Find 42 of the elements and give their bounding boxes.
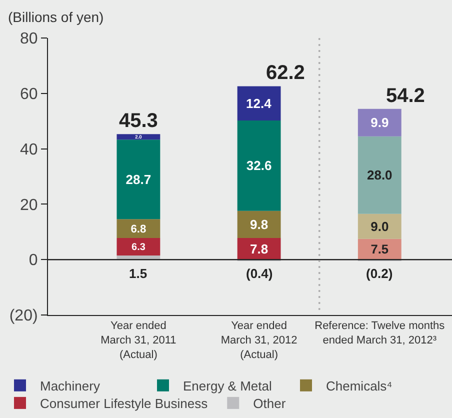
y-axis-title: (Billions of yen) xyxy=(8,9,104,25)
y-tick-label: 80 xyxy=(20,30,38,48)
legend-label: Chemicals⁴ xyxy=(326,378,392,394)
bar xyxy=(237,210,281,238)
total-label: 54.2 xyxy=(386,85,425,107)
y-tick-label: 40 xyxy=(20,141,38,158)
legend-label: Machinery xyxy=(40,378,100,394)
data-label: 28.7 xyxy=(126,172,152,187)
y-tick-label: 0 xyxy=(28,252,38,270)
bar xyxy=(116,238,160,256)
bar xyxy=(358,136,402,214)
total-label: 62.2 xyxy=(266,62,305,84)
data-label: 9.8 xyxy=(250,216,268,232)
bar xyxy=(358,108,402,136)
x-tick-label: Year ended March 31, 2011 (Actual) xyxy=(100,320,176,361)
data-label: 1.5 xyxy=(129,266,148,281)
bar xyxy=(116,140,160,220)
data-label: 28.0 xyxy=(366,168,392,183)
data-label: 32.6 xyxy=(246,158,272,174)
bar xyxy=(116,134,160,140)
y-tick-label: 20 xyxy=(20,196,38,214)
y-tick-label: (20) xyxy=(9,308,38,325)
bar xyxy=(237,86,281,121)
data-label: (0.4) xyxy=(246,266,273,281)
x-tick-label: Year ended March 31, 2012 (Actual) xyxy=(220,320,298,361)
legend-label: Energy & Metal xyxy=(183,378,272,394)
data-label: 6.3 xyxy=(132,242,146,254)
legend-label: Other xyxy=(253,396,286,412)
data-label: 9.0 xyxy=(370,218,389,234)
x-tick-label: Reference: Twelve months ended March 31, 2012³ xyxy=(314,320,446,346)
data-label: 12.4 xyxy=(246,96,272,111)
data-label: 7.8 xyxy=(250,241,268,256)
data-label: (0.2) xyxy=(366,266,393,281)
bar xyxy=(358,214,402,239)
y-tick-label: 60 xyxy=(20,86,38,103)
bar xyxy=(237,120,281,211)
data-label: 6.8 xyxy=(130,223,146,236)
data-label: 9.9 xyxy=(370,115,389,130)
total-label: 45.3 xyxy=(119,110,158,132)
data-label: 7.5 xyxy=(370,242,389,257)
bar xyxy=(116,219,160,238)
legend-label: Consumer Lifestyle Business xyxy=(40,396,208,412)
